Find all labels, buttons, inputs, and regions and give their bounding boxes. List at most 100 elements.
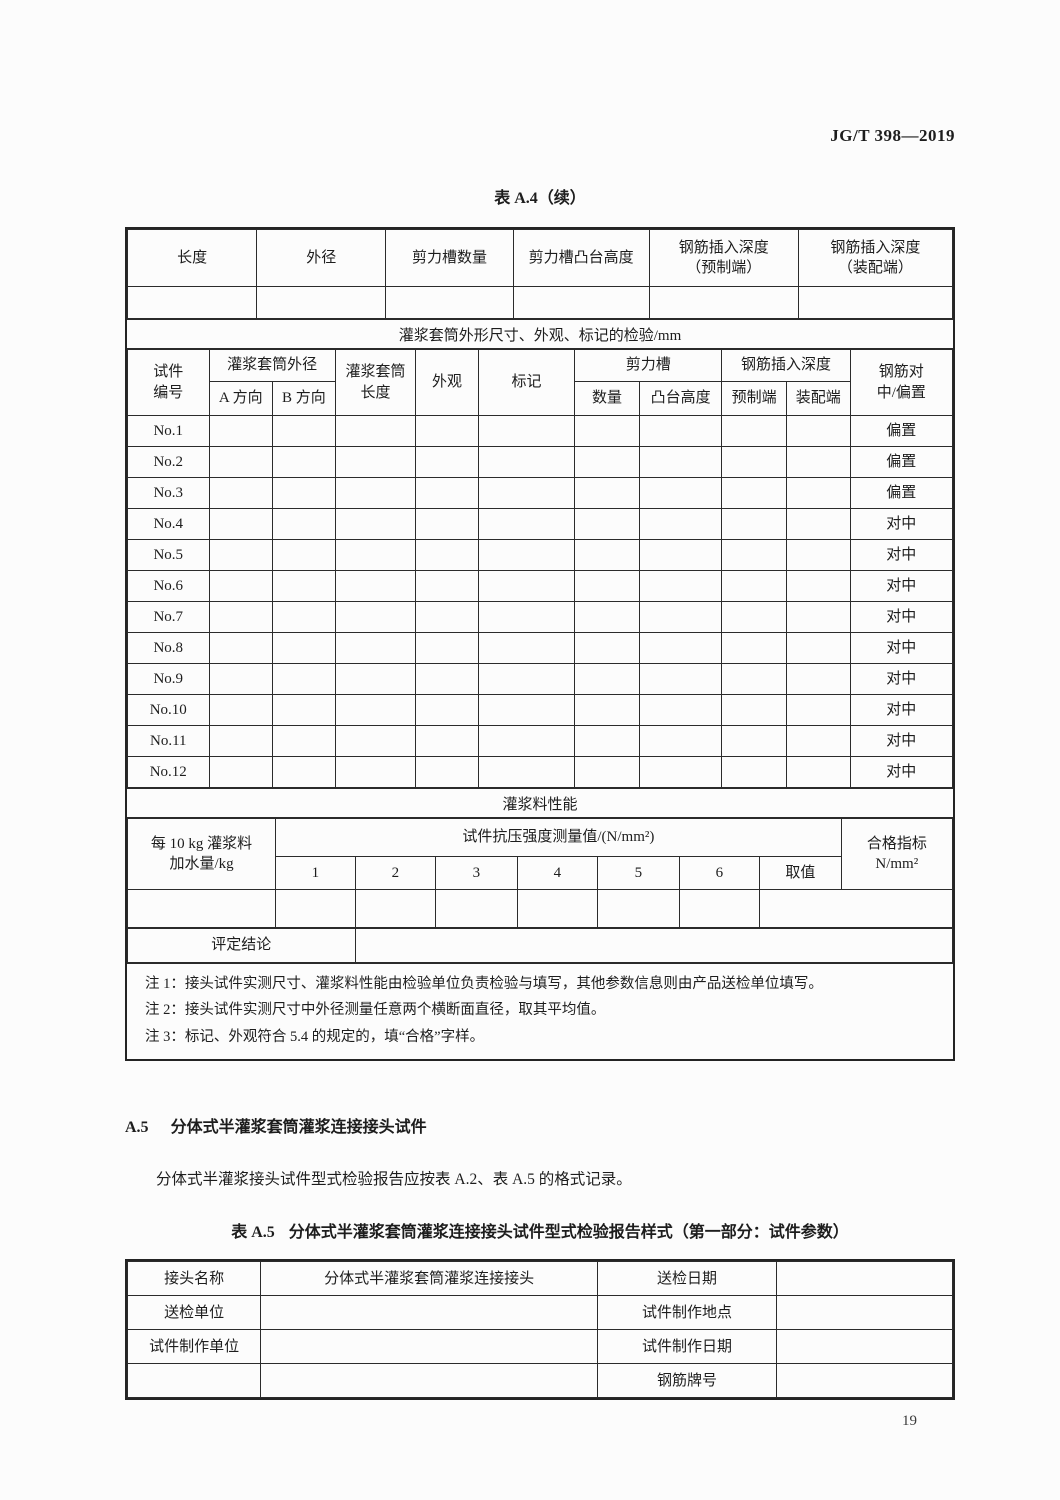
empty-cell [354,928,954,963]
empty-cell [638,446,723,478]
empty-cell [721,756,787,788]
empty-cell [126,286,258,319]
empty-cell [597,889,680,928]
strength-col-6-header: 6 [678,856,761,890]
note-line: 注 1：接头试件实测尺寸、灌浆料性能由检验单位负责检验与填写，其他参数信息则由产… [145,976,823,992]
empty-cell [256,286,387,319]
empty-cell [477,694,576,726]
table-a4-conclusion-part: 评定结论 [127,928,954,963]
empty-cell [638,415,723,447]
empty-cell [721,570,787,602]
row-value-cell [776,1329,953,1365]
strength-col-4-header: 4 [516,856,599,890]
specimen-no-cell: No.5 [127,539,210,571]
section-dims-title: 灌浆套筒外形尺寸、外观、标记的检验/mm [127,319,953,349]
empty-cell [638,725,723,757]
empty-cell [638,632,723,664]
empty-cell [574,477,640,509]
empty-cell [334,415,417,447]
empty-cell [272,570,336,602]
empty-cell [721,477,787,509]
row-label-cell: 试件制作单位 [126,1329,262,1365]
empty-cell [208,725,274,757]
empty-cell [574,725,640,757]
row-value-cell [260,1329,599,1365]
specimen-no-cell: No.1 [127,415,210,447]
specimen-no-cell: No.2 [127,446,210,478]
empty-cell [785,725,851,757]
section-a5-title: 分体式半灌浆套筒灌浆连接接头试件 [170,1119,427,1137]
empty-cell [275,889,356,928]
grout-empty-row [126,889,953,928]
spec-header-row-1: 试件 编号 灌浆套筒外径 灌浆套筒 长度 外观 标记 剪力槽 钢筋插入深度 钢筋… [127,349,954,416]
empty-cell [721,632,787,664]
empty-cell [208,694,274,726]
table-a5: 接头名称 分体式半灌浆套筒灌浆连接接头 送检日期 送检单位 试件制作地点 试件 [125,1259,955,1401]
note-line: 注 3：标记、外观符合 5.4 的规定的，填“合格”字样。 [145,1028,485,1045]
empty-cell [272,539,336,571]
table-a5-row: 接头名称 分体式半灌浆套筒灌浆连接接头 送检日期 [126,1261,953,1297]
empty-cell [208,477,274,509]
table-a4-spec-part: 试件 编号 灌浆套筒外径 灌浆套筒 长度 外观 标记 剪力槽 钢筋插入深度 钢筋… [127,349,954,788]
strength-col-2-header: 2 [354,856,437,890]
section-a5-heading: A.5 分体式半灌浆套筒灌浆连接接头试件 [125,1113,955,1137]
empty-cell [574,415,640,447]
col-precast-end-header: 预制端 [721,381,787,416]
row-label-cell: 送检单位 [126,1295,262,1331]
empty-cell [208,632,274,664]
strength-measure-header: 试件抗压强度测量值/(N/mm²) [275,818,842,857]
empty-cell [574,508,640,540]
spec-header-row-2: A 方向 B 方向 数量 凸台高度 预制端 装配端 [128,381,953,416]
col-insert-depth-assembly-header: 钢筋插入深度 （装配端） [797,229,954,287]
empty-cell [785,632,851,664]
empty-cell [785,663,851,695]
col-appearance-header: 外观 [415,349,479,416]
specimen-no-cell: No.4 [127,508,210,540]
empty-cell [785,570,851,602]
empty-cell [721,446,787,478]
empty-cell [785,415,851,447]
strength-col-3-header: 3 [435,856,518,890]
empty-cell [477,508,576,540]
top-header-row: 长度 外径 剪力槽数量 剪力槽凸台高度 钢筋插入深度 （预制端） 钢筋插入深度 … [126,229,954,287]
empty-cell [272,477,336,509]
empty-cell [721,539,787,571]
empty-cell [334,508,417,540]
empty-cell [638,539,723,571]
col-boss-height-header: 剪力槽凸台高度 [512,229,650,287]
table-a4-notes: 注 1：接头试件实测尺寸、灌浆料性能由检验单位负责检验与填写，其他参数信息则由产… [127,963,953,1059]
empty-cell [272,663,336,695]
specimen-row: No.7 对中 [127,601,954,633]
alignment-cell: 偏置 [849,446,954,478]
empty-cell [574,446,640,478]
empty-cell [785,694,851,726]
col-rebar-alignment-header: 钢筋对 中/偏置 [849,349,954,416]
empty-cell [477,601,576,633]
alignment-cell: 对中 [849,539,954,571]
alignment-cell: 对中 [849,570,954,602]
row-label-cell: 试件制作日期 [597,1329,777,1365]
empty-cell [334,663,417,695]
col-boss-height-subheader: 凸台高度 [638,381,723,416]
empty-cell [477,756,576,788]
empty-cell [272,694,336,726]
table-a5-row: 钢筋牌号 [126,1363,953,1399]
specimen-no-cell: No.8 [127,632,210,664]
col-dir-a-header: A 方向 [208,381,274,416]
empty-cell [334,446,417,478]
empty-cell [208,446,274,478]
col-mark-header: 标记 [477,349,576,416]
empty-cell [785,601,851,633]
empty-cell [334,601,417,633]
empty-cell [415,756,479,788]
table-a4-caption: 表 A.4（续） [494,190,586,207]
empty-cell [334,725,417,757]
specimen-row: No.2 偏置 [127,446,954,478]
empty-cell [477,415,576,447]
section-grout-title: 灌浆料性能 [127,788,953,818]
empty-cell [638,508,723,540]
empty-cell [272,601,336,633]
empty-cell [638,756,723,788]
section-a5-number: A.5 [125,1119,149,1137]
